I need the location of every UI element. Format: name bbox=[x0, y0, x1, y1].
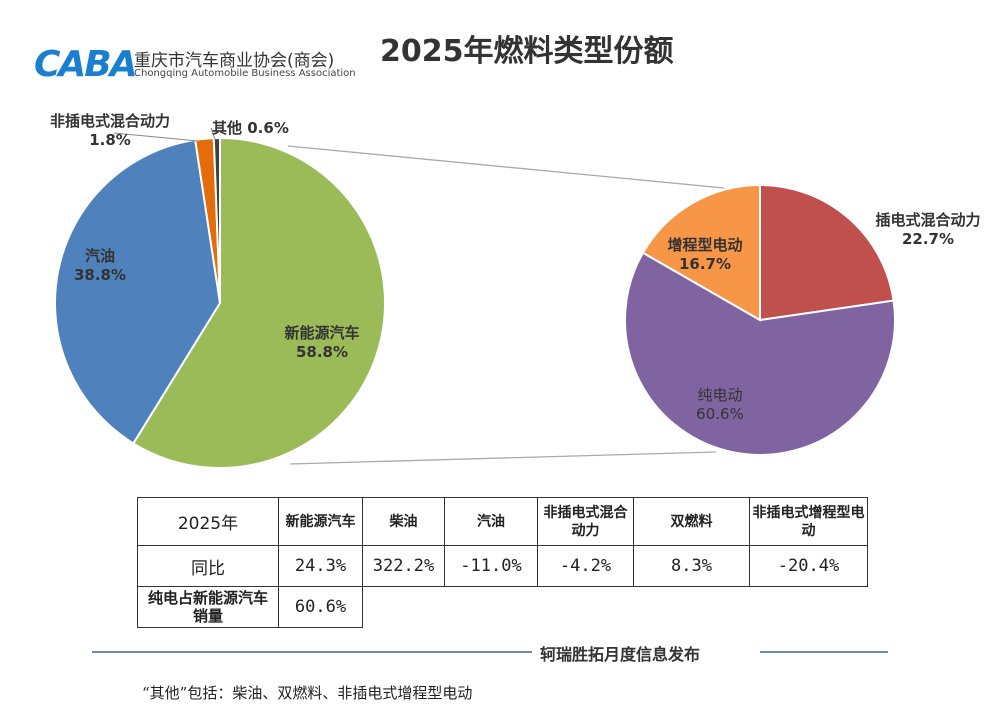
logo-mark: CABA bbox=[34, 44, 138, 85]
table-empty-area bbox=[363, 587, 868, 628]
leader-line-phev bbox=[113, 132, 199, 142]
pie-label-erev-value: 16.7% bbox=[678, 255, 732, 273]
pie-label-phev: 非插电式混合动力 1.8% bbox=[25, 110, 195, 149]
table-row-label: 同比 bbox=[137, 545, 279, 587]
pie-label-bev-name: 纯电动 bbox=[697, 386, 743, 404]
main-pie bbox=[54, 136, 386, 469]
pie-label-phev-name: 非插电式混合动力 bbox=[49, 112, 170, 130]
footer-rule-left bbox=[92, 651, 532, 653]
pie-slice-3 bbox=[641, 183, 761, 322]
connector-line-top bbox=[287, 145, 725, 189]
connector-line-bottom bbox=[289, 451, 717, 465]
table-cell: 8.3% bbox=[633, 545, 750, 587]
table-cell: -11.0% bbox=[444, 545, 538, 587]
pie-label-pihev: 插电式混合动力 22.7% bbox=[858, 209, 998, 248]
table-row: 同比 24.3% 322.2% -11.0% -4.2% 8.3% -20.4% bbox=[137, 545, 868, 587]
pie-label-erev-name: 增程型电动 bbox=[667, 236, 743, 254]
leader-line-other bbox=[210, 127, 216, 140]
pie-slice-1 bbox=[759, 183, 895, 322]
pie-label-nev: 新能源汽车 58.8% bbox=[262, 322, 382, 361]
pie-label-bev-value: 60.6% bbox=[696, 405, 744, 423]
chart-title: 2025年燃料类型份额 bbox=[380, 34, 674, 69]
pie-label-pihev-value: 22.7% bbox=[901, 230, 955, 248]
pie-slice-2 bbox=[54, 138, 222, 445]
table-header-cell: 双燃料 bbox=[633, 497, 750, 546]
yoy-table: 2025年 新能源汽车 柴油 汽油 非插电式混合动力 双燃料 非插电式增程型电动… bbox=[137, 497, 868, 628]
pie-label-other: 其他 0.6% bbox=[212, 117, 289, 138]
pie-label-nev-value: 58.8% bbox=[295, 343, 349, 361]
table-header-cell: 非插电式混合动力 bbox=[537, 497, 634, 546]
footer-caption: 轲瑞胜拓月度信息发布 bbox=[540, 645, 701, 664]
pie-label-nev-name: 新能源汽车 bbox=[284, 324, 360, 342]
pie-label-pihev-name: 插电式混合动力 bbox=[875, 211, 981, 229]
table-header-row: 2025年 新能源汽车 柴油 汽油 非插电式混合动力 双燃料 非插电式增程型电动 bbox=[137, 497, 868, 546]
pie-label-phev-value: 1.8% bbox=[89, 131, 131, 149]
pie-label-gasoline: 汽油 38.8% bbox=[70, 245, 130, 284]
table-cell: 60.6% bbox=[278, 586, 363, 628]
table-header-cell: 新能源汽车 bbox=[278, 497, 363, 546]
logo-name-en: Chongqing Automobile Business Associatio… bbox=[134, 68, 356, 79]
table-row-label: 纯电占新能源汽车销量 bbox=[137, 586, 279, 628]
pie-label-other-name: 其他 bbox=[212, 119, 243, 137]
table-header-cell: 汽油 bbox=[444, 497, 538, 546]
table-cell: 322.2% bbox=[362, 545, 445, 587]
nev-breakdown-pie bbox=[624, 183, 896, 456]
pie-label-erev: 增程型电动 16.7% bbox=[655, 234, 755, 273]
pie-label-gasoline-value: 38.8% bbox=[73, 266, 127, 284]
pie-slice-1 bbox=[131, 136, 386, 469]
table-cell: -4.2% bbox=[537, 545, 634, 587]
table-header-cell: 非插电式增程型电动 bbox=[749, 497, 868, 546]
pie-label-gasoline-name: 汽油 bbox=[84, 247, 115, 265]
pie-label-other-value: 0.6% bbox=[247, 119, 289, 137]
footnote: “其他”包括：柴油、双燃料、非插电式增程型电动 bbox=[142, 684, 473, 702]
table-cell: 24.3% bbox=[278, 545, 363, 587]
footer-rule-right bbox=[760, 651, 888, 653]
table-cell: -20.4% bbox=[749, 545, 868, 587]
pie-slice-4 bbox=[212, 136, 221, 304]
pie-slice-2 bbox=[624, 251, 896, 456]
pie-label-bev: 纯电动 60.6% bbox=[680, 384, 760, 423]
table-header-cell: 柴油 bbox=[362, 497, 445, 546]
table-corner: 2025年 bbox=[137, 497, 279, 546]
logo-name-cn: 重庆市汽车商业协会(商会) bbox=[134, 51, 335, 71]
table-row: 纯电占新能源汽车销量 60.6% bbox=[137, 586, 868, 628]
pie-charts bbox=[54, 127, 896, 469]
logo: CABA 重庆市汽车商业协会(商会) Chongqing Automobile … bbox=[34, 40, 356, 85]
